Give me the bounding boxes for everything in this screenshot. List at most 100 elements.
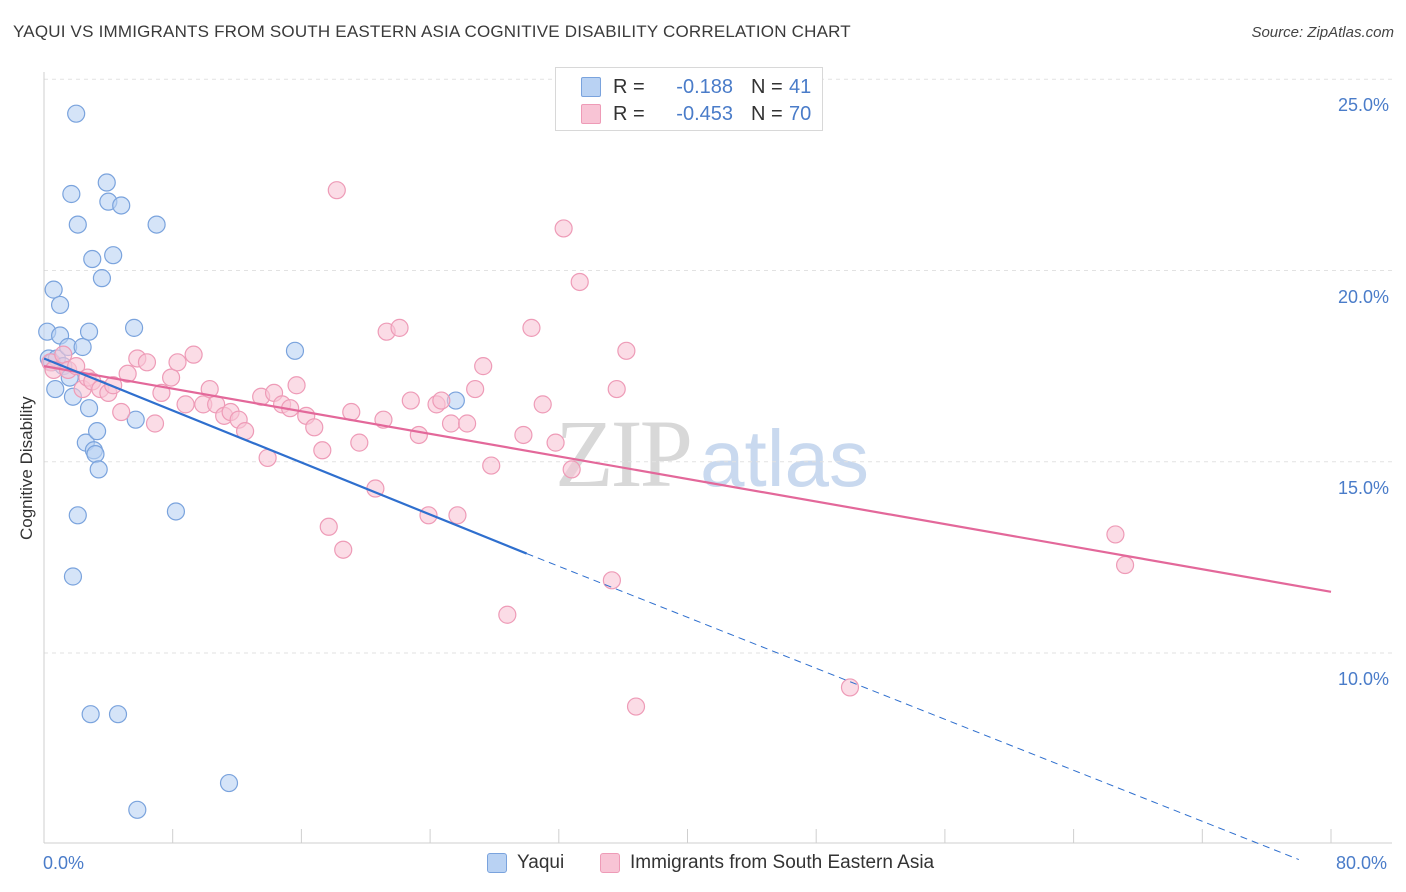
x-tick-label-min: 0.0%: [43, 853, 85, 873]
data-point-immigrants: [482, 456, 501, 475]
data-point-immigrants: [498, 605, 517, 624]
data-point-immigrants: [112, 402, 131, 422]
data-point-immigrants: [305, 418, 324, 437]
series-immigrants-points: [41, 181, 1135, 716]
data-point-immigrants: [626, 697, 646, 716]
data-point-immigrants: [327, 181, 346, 200]
data-point-immigrants: [176, 395, 195, 414]
chart-title: YAQUI VS IMMIGRANTS FROM SOUTH EASTERN A…: [13, 22, 851, 41]
data-point-immigrants: [1115, 555, 1135, 575]
n-label: N =: [751, 102, 783, 125]
data-point-immigrants: [570, 272, 589, 292]
trend-line-yaqui: [43, 357, 528, 555]
y-tick-label: 25.0%: [1338, 95, 1390, 116]
legend-label-immigrants: Immigrants from South Eastern Asia: [630, 852, 935, 873]
data-point-immigrants: [401, 391, 420, 410]
data-point-immigrants: [562, 460, 581, 479]
data-point-immigrants: [409, 425, 428, 445]
data-point-yaqui: [50, 295, 70, 315]
data-point-immigrants: [313, 441, 332, 460]
axes: [43, 72, 1392, 844]
data-point-yaqui: [285, 341, 305, 360]
data-point-yaqui: [126, 410, 145, 429]
data-point-immigrants: [390, 318, 409, 337]
data-point-immigrants: [514, 425, 533, 445]
r-label: R =: [613, 75, 645, 98]
data-point-immigrants: [840, 678, 860, 697]
trend-line-yaqui-extension: [526, 553, 1300, 861]
trend-line-immigrants: [43, 365, 1332, 593]
data-point-yaqui: [79, 399, 99, 418]
data-point-immigrants: [607, 379, 626, 399]
data-point-yaqui: [97, 173, 116, 192]
data-point-immigrants: [474, 357, 493, 376]
watermark: ZIP atlas: [555, 398, 869, 509]
series-legend: Yaqui Immigrants from South Eastern Asia: [0, 852, 1406, 878]
y-axis-label: Cognitive Disability: [17, 396, 36, 540]
data-point-yaqui: [67, 104, 86, 123]
data-point-yaqui: [62, 184, 81, 204]
data-point-immigrants: [118, 364, 137, 383]
immigrants-legend-swatch: [600, 853, 620, 873]
data-point-yaqui: [83, 249, 102, 269]
data-point-immigrants: [546, 433, 565, 452]
legend-item-yaqui[interactable]: Yaqui: [487, 852, 564, 874]
legend-item-immigrants[interactable]: Immigrants from South Eastern Asia: [600, 852, 934, 874]
legend-row-yaqui: R = -0.188 N = 41: [556, 73, 829, 101]
legend-row-immigrants: R = -0.453 N = 70: [556, 100, 829, 128]
r-label: R =: [613, 102, 645, 125]
data-point-yaqui: [124, 318, 144, 337]
legend-label-yaqui: Yaqui: [517, 852, 565, 873]
n-value: 41: [789, 75, 812, 98]
data-point-yaqui: [219, 773, 239, 793]
data-point-immigrants: [522, 318, 541, 337]
data-point-immigrants: [441, 414, 461, 433]
data-point-immigrants: [554, 219, 573, 238]
data-point-immigrants: [137, 353, 157, 372]
y-tick-label: 20.0%: [1338, 286, 1390, 307]
data-point-immigrants: [350, 433, 369, 452]
data-point-immigrants: [287, 376, 306, 395]
watermark-zip: ZIP: [555, 400, 693, 507]
data-point-immigrants: [458, 414, 477, 433]
correlation-legend: R = -0.188 N = 41 R = -0.453 N = 70: [555, 67, 823, 131]
data-point-yaqui: [92, 269, 112, 288]
data-point-yaqui: [44, 280, 63, 299]
y-tick-label: 15.0%: [1338, 477, 1390, 498]
data-point-immigrants: [145, 414, 165, 433]
n-value: 70: [789, 102, 812, 125]
data-point-immigrants: [334, 540, 353, 559]
data-point-yaqui: [46, 379, 65, 399]
data-point-yaqui: [89, 460, 108, 479]
data-point-yaqui: [86, 445, 105, 464]
source-label: Source: ZipAtlas.com: [1251, 24, 1394, 41]
data-point-yaqui: [81, 705, 100, 724]
trend-lines: [43, 357, 1332, 861]
data-point-yaqui: [68, 506, 87, 525]
n-label: N =: [751, 75, 783, 98]
immigrants-swatch: [581, 104, 601, 124]
data-point-immigrants: [1106, 525, 1125, 544]
r-value: -0.453: [676, 102, 733, 125]
data-point-immigrants: [184, 345, 203, 364]
data-point-yaqui: [68, 215, 87, 234]
data-point-yaqui: [79, 322, 99, 341]
data-point-immigrants: [319, 517, 338, 536]
series-yaqui-points: [38, 104, 465, 819]
data-point-immigrants: [152, 383, 171, 402]
r-value: -0.188: [676, 75, 733, 98]
data-point-yaqui: [147, 215, 166, 234]
data-point-immigrants: [466, 379, 485, 399]
data-point-yaqui: [73, 337, 92, 357]
data-point-yaqui: [166, 502, 186, 521]
data-point-yaqui: [104, 246, 123, 265]
data-point-immigrants: [602, 571, 621, 590]
y-tick-label: 10.0%: [1338, 669, 1390, 689]
data-point-yaqui: [108, 705, 128, 724]
data-point-immigrants: [617, 341, 636, 360]
data-point-immigrants: [432, 391, 451, 410]
data-point-yaqui: [87, 422, 107, 441]
data-point-immigrants: [161, 368, 181, 387]
data-point-immigrants: [168, 353, 187, 372]
